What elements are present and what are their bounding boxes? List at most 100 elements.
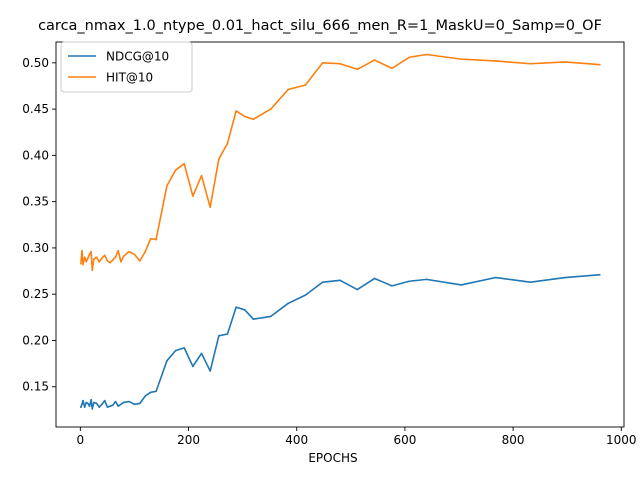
data-point <box>101 257 103 259</box>
data-point <box>83 256 86 258</box>
data-point <box>88 253 91 256</box>
y-tick-label: 0.30 <box>22 241 49 255</box>
data-point <box>139 260 141 262</box>
data-point <box>174 169 177 171</box>
data-point <box>339 279 341 282</box>
data-point <box>120 403 122 406</box>
data-point <box>120 261 122 263</box>
data-point <box>339 62 341 65</box>
y-tick-label: 0.50 <box>22 56 49 70</box>
data-point <box>93 401 95 404</box>
data-point <box>425 53 428 56</box>
chart-title: carca_nmax_1.0_ntype_0.01_hact_silu_666_… <box>38 18 602 34</box>
data-point <box>112 404 114 407</box>
data-point <box>356 68 359 71</box>
data-point <box>103 399 106 402</box>
data-point <box>85 401 88 404</box>
y-tick-label: 0.35 <box>22 195 49 209</box>
data-point <box>166 360 168 362</box>
data-point <box>149 391 152 394</box>
data-point <box>304 84 307 86</box>
data-point <box>321 62 324 64</box>
x-tick-label: 0 <box>77 433 85 447</box>
data-point <box>564 61 566 63</box>
data-point <box>133 253 136 256</box>
y-tick-label: 0.45 <box>22 102 49 116</box>
data-point <box>149 237 152 240</box>
data-point <box>166 185 168 187</box>
x-tick-label: 1000 <box>606 433 637 447</box>
data-point <box>192 365 194 368</box>
data-point <box>117 405 120 407</box>
data-point <box>235 306 237 308</box>
data-point <box>155 390 157 393</box>
data-point <box>133 403 136 406</box>
data-point <box>88 405 91 407</box>
data-point <box>128 250 130 253</box>
x-axis-label: EPOCHS <box>308 451 357 465</box>
data-point <box>209 206 211 208</box>
data-point <box>128 400 130 403</box>
data-point <box>117 249 120 252</box>
data-point <box>109 405 111 407</box>
data-point <box>494 60 497 62</box>
data-point <box>460 58 462 60</box>
data-point <box>391 285 393 287</box>
data-point <box>90 250 92 253</box>
data-point <box>174 349 177 352</box>
data-point <box>144 395 147 397</box>
y-tick-label: 0.25 <box>22 287 49 301</box>
y-tick-label: 0.15 <box>22 380 49 394</box>
data-point <box>269 315 272 318</box>
axis-layer: 0 200 400 600 800 1000 0.15 0.20 0.25 0.30 0.35 0.4… <box>22 56 636 447</box>
data-point <box>287 88 289 91</box>
series-layer <box>79 53 601 410</box>
legend-frame <box>60 41 193 93</box>
legend: NDCG@10 HIT@10 <box>60 41 193 93</box>
x-tick-label: 200 <box>177 433 200 447</box>
data-point <box>80 262 82 265</box>
data-point <box>144 250 147 253</box>
data-point <box>82 399 84 402</box>
data-point <box>252 118 255 121</box>
data-point <box>494 276 497 279</box>
data-point <box>287 302 289 305</box>
data-point <box>114 400 117 403</box>
data-point <box>321 281 324 283</box>
data-point <box>82 263 84 266</box>
data-point <box>183 347 186 349</box>
data-point <box>243 309 246 311</box>
data-point <box>304 294 307 296</box>
data-point <box>408 280 411 283</box>
data-point <box>91 269 94 271</box>
y-tick-label: 0.40 <box>22 148 49 162</box>
data-point <box>122 255 125 258</box>
data-point <box>226 333 229 335</box>
data-point <box>91 408 94 410</box>
data-point <box>218 158 220 160</box>
data-point <box>106 260 109 262</box>
data-point <box>200 352 203 355</box>
x-tick-label: 600 <box>393 433 416 447</box>
data-point <box>95 256 98 258</box>
data-point <box>373 59 376 61</box>
data-point <box>114 256 117 258</box>
data-point <box>460 284 462 286</box>
data-point <box>98 261 101 263</box>
data-point <box>106 406 109 408</box>
data-point <box>103 254 106 257</box>
data-point <box>356 288 359 291</box>
data-point <box>269 108 272 110</box>
data-point <box>425 278 428 281</box>
data-point <box>391 67 393 70</box>
data-point <box>81 249 83 252</box>
data-point <box>235 110 237 112</box>
data-point <box>408 56 411 59</box>
data-point <box>93 258 95 260</box>
x-tick-label: 400 <box>285 433 308 447</box>
data-point <box>598 63 601 66</box>
data-point <box>90 398 92 401</box>
y-tick-label: 0.20 <box>22 333 49 347</box>
